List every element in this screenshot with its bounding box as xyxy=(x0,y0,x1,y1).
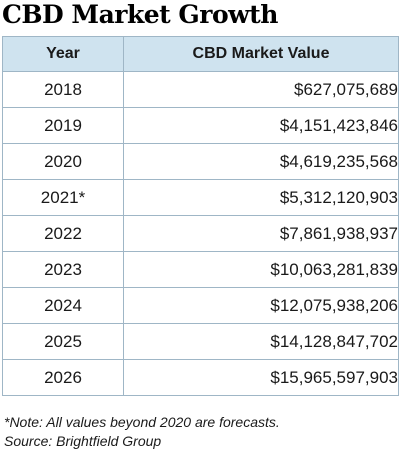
table-row: 2020 $4,619,235,568 xyxy=(2,143,399,180)
table-header-row: Year CBD Market Value xyxy=(2,36,399,72)
chart-title: CBD Market Growth xyxy=(2,0,278,29)
year-cell: 2026 xyxy=(2,359,124,396)
table-row: 2021* $5,312,120,903 xyxy=(2,179,399,216)
column-header-year: Year xyxy=(2,36,124,72)
value-cell: $12,075,938,206 xyxy=(123,287,399,324)
table-row: 2024 $12,075,938,206 xyxy=(2,287,399,324)
year-cell: 2025 xyxy=(2,323,124,360)
table-row: 2026 $15,965,597,903 xyxy=(2,359,399,396)
market-value-table: Year CBD Market Value 2018 $627,075,689 … xyxy=(2,36,399,396)
table-row: 2018 $627,075,689 xyxy=(2,71,399,108)
table-row: 2022 $7,861,938,937 xyxy=(2,215,399,252)
year-cell: 2020 xyxy=(2,143,124,180)
table-row: 2019 $4,151,423,846 xyxy=(2,107,399,144)
year-cell: 2018 xyxy=(2,71,124,108)
value-cell: $5,312,120,903 xyxy=(123,179,399,216)
year-cell: 2023 xyxy=(2,251,124,288)
year-cell: 2019 xyxy=(2,107,124,144)
footnote: *Note: All values beyond 2020 are foreca… xyxy=(4,413,280,451)
year-cell: 2024 xyxy=(2,287,124,324)
value-cell: $4,619,235,568 xyxy=(123,143,399,180)
year-cell: 2022 xyxy=(2,215,124,252)
value-cell: $14,128,847,702 xyxy=(123,323,399,360)
value-cell: $627,075,689 xyxy=(123,71,399,108)
value-cell: $7,861,938,937 xyxy=(123,215,399,252)
value-cell: $10,063,281,839 xyxy=(123,251,399,288)
year-cell: 2021* xyxy=(2,179,124,216)
table-row: 2023 $10,063,281,839 xyxy=(2,251,399,288)
forecast-note: *Note: All values beyond 2020 are foreca… xyxy=(4,414,280,430)
value-cell: $15,965,597,903 xyxy=(123,359,399,396)
table-row: 2025 $14,128,847,702 xyxy=(2,323,399,360)
value-cell: $4,151,423,846 xyxy=(123,107,399,144)
column-header-value: CBD Market Value xyxy=(123,36,399,72)
source-note: Source: Brightfield Group xyxy=(4,433,162,449)
